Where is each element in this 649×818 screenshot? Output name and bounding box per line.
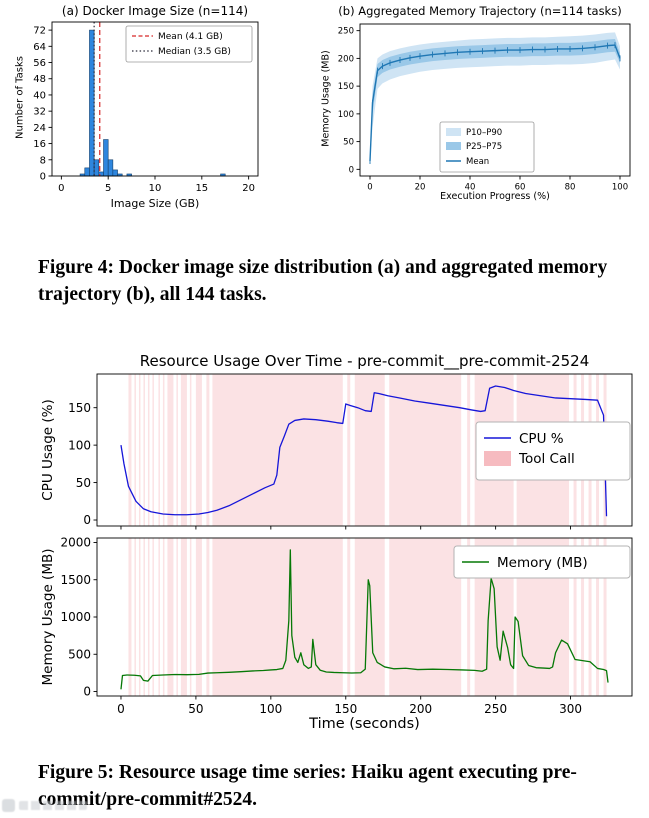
- svg-text:50: 50: [76, 476, 91, 490]
- chart-a-xlabel: Image Size (GB): [110, 197, 200, 210]
- svg-text:100: 100: [612, 183, 628, 193]
- svg-text:Mean: Mean: [466, 157, 489, 167]
- svg-text:0: 0: [117, 702, 125, 716]
- figure5-caption: Figure 5: Resource usage time series: Ha…: [38, 762, 577, 810]
- svg-text:16: 16: [33, 139, 46, 150]
- svg-text:Memory (MB): Memory (MB): [497, 555, 588, 571]
- svg-text:0: 0: [83, 685, 91, 699]
- svg-text:0: 0: [367, 183, 372, 193]
- svg-text:50: 50: [343, 138, 354, 148]
- svg-text:P25–P75: P25–P75: [466, 142, 502, 152]
- figure5-xlabel: Time (seconds): [309, 716, 420, 732]
- figure4-caption: Figure 4: Docker image size distribution…: [38, 257, 608, 305]
- chart-b-xlabel: Execution Progress (%): [440, 191, 550, 202]
- svg-text:72: 72: [33, 26, 46, 37]
- svg-text:Mean (4.1 GB): Mean (4.1 GB): [158, 32, 223, 42]
- svg-text:2000: 2000: [60, 536, 91, 550]
- svg-text:15: 15: [195, 183, 208, 194]
- svg-text:0: 0: [83, 513, 91, 527]
- docker-image-size-chart: 0 5 10 15 20 0 8 16 24 32 40 48 56 64 72 Mean (4.1 GB) M…: [33, 21, 259, 194]
- chart-b-title: (b) Aggregated Memory Trajectory (n=114 …: [338, 4, 622, 18]
- svg-text:200: 200: [409, 702, 432, 716]
- watermark-text: [19, 801, 87, 810]
- svg-text:20: 20: [242, 183, 255, 194]
- svg-text:250: 250: [338, 27, 354, 37]
- svg-text:8: 8: [40, 155, 46, 166]
- svg-text:48: 48: [33, 74, 46, 85]
- chart-a-title: (a) Docker Image Size (n=114): [61, 4, 249, 18]
- svg-text:50: 50: [188, 702, 203, 716]
- svg-text:150: 150: [68, 401, 91, 415]
- svg-text:150: 150: [338, 82, 354, 92]
- svg-text:40: 40: [33, 90, 46, 101]
- svg-text:32: 32: [33, 107, 46, 118]
- svg-text:P10–P90: P10–P90: [466, 128, 502, 138]
- svg-text:Tool Call: Tool Call: [518, 451, 575, 467]
- svg-text:1000: 1000: [60, 610, 91, 624]
- svg-text:250: 250: [484, 702, 507, 716]
- svg-text:200: 200: [338, 54, 354, 64]
- watermark-icon: [2, 799, 15, 812]
- svg-text:0: 0: [58, 183, 64, 194]
- svg-text:150: 150: [334, 702, 357, 716]
- svg-text:Median (3.5 GB): Median (3.5 GB): [158, 47, 231, 57]
- svg-text:56: 56: [33, 58, 46, 69]
- svg-text:500: 500: [68, 647, 91, 661]
- svg-text:0: 0: [349, 165, 354, 175]
- svg-text:300: 300: [559, 702, 582, 716]
- figure5-title: Resource Usage Over Time - pre-commit__p…: [139, 352, 590, 370]
- svg-text:100: 100: [338, 110, 354, 120]
- svg-text:0: 0: [40, 172, 46, 183]
- svg-text:40: 40: [465, 183, 476, 193]
- svg-text:24: 24: [33, 123, 46, 134]
- svg-text:CPU %: CPU %: [519, 431, 564, 447]
- memory-trajectory-chart: 0 20 40 60 80 100 0 50 100 150 200 250 P10–P90 P25–P7…: [338, 23, 631, 193]
- svg-text:100: 100: [68, 438, 91, 452]
- svg-text:100: 100: [259, 702, 282, 716]
- svg-text:5: 5: [105, 183, 111, 194]
- svg-text:20: 20: [415, 183, 426, 193]
- svg-text:1500: 1500: [60, 573, 91, 587]
- svg-text:80: 80: [565, 183, 576, 193]
- svg-text:60: 60: [515, 183, 526, 193]
- svg-text:10: 10: [149, 183, 162, 194]
- svg-text:64: 64: [33, 42, 46, 53]
- watermark: [2, 799, 87, 812]
